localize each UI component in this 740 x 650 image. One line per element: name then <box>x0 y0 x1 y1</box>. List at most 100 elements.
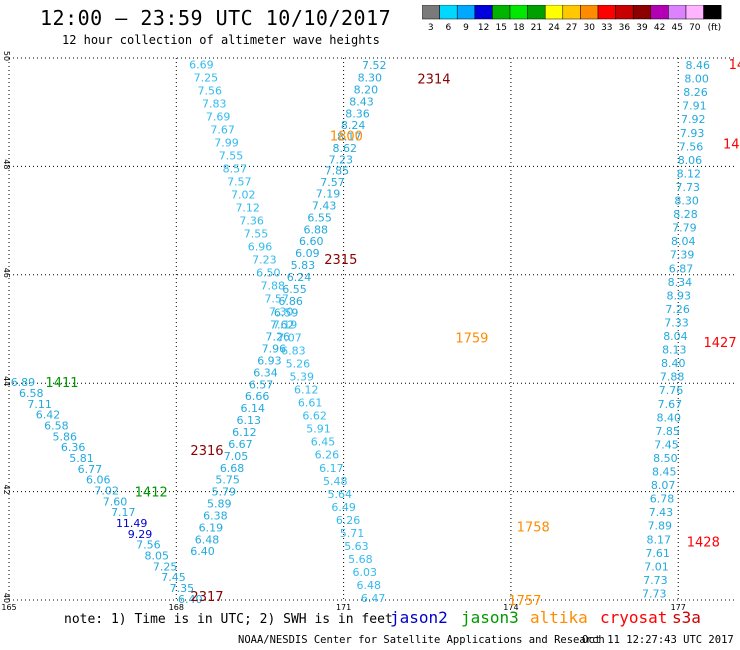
wave-height-value: 7.39 <box>670 249 695 262</box>
wave-height-value: 7.12 <box>235 202 260 215</box>
wave-height-value: 6.55 <box>307 211 332 224</box>
wave-height-value: 5.64 <box>327 488 352 501</box>
wave-height-value: 7.01 <box>644 560 669 573</box>
wave-height-value: 5.81 <box>69 452 94 465</box>
footer-note: note: 1) Time is in UTC; 2) SWH is in fe… <box>64 612 393 627</box>
wave-height-value: 7.52 <box>362 59 387 72</box>
wave-height-value: 7.17 <box>111 506 136 519</box>
wave-height-value: 5.26 <box>286 358 311 371</box>
pass-time-label: 1426 <box>723 138 740 153</box>
wave-height-value: 7.19 <box>316 188 341 201</box>
colorbar-tick-label: 24 <box>548 23 560 33</box>
wave-height-value: 7.67 <box>658 398 683 411</box>
wave-height-value: 7.26 <box>266 331 291 344</box>
legend-jason2: jason2 <box>390 608 448 627</box>
y-tick-label: 50 <box>2 51 11 61</box>
wave-height-value: 5.86 <box>53 430 78 443</box>
wave-height-value: 7.88 <box>660 371 685 384</box>
wave-height-value: 6.88 <box>303 223 328 236</box>
wave-height-value: 6.14 <box>240 402 265 415</box>
wave-height-value: 8.40 <box>661 357 686 370</box>
wave-height-value: 8.30 <box>674 195 699 208</box>
wave-height-value: 8.04 <box>663 330 688 343</box>
colorbar-tick-label: 30 <box>583 23 595 33</box>
wave-height-value: 6.96 <box>248 241 273 254</box>
pass-time-label: 1759 <box>455 332 488 347</box>
wave-height-value: 7.56 <box>198 85 223 98</box>
x-tick-label: 168 <box>169 603 184 610</box>
colorbar-tick-label: 36 <box>619 23 631 33</box>
wave-height-value: 6.48 <box>356 579 381 592</box>
wave-height-value: 6.61 <box>298 397 323 410</box>
wave-height-value: 6.67 <box>228 438 253 451</box>
wave-height-value: 6.68 <box>220 462 245 475</box>
wave-height-value: 6.17 <box>319 462 344 475</box>
wave-height-value: 6.26 <box>315 449 340 462</box>
wave-height-value: 7.69 <box>206 111 231 124</box>
wave-height-value: 7.26 <box>665 303 690 316</box>
y-tick-label: 42 <box>2 485 11 495</box>
wave-height-value: 5.48 <box>323 475 348 488</box>
wave-height-value: 7.62 <box>270 319 295 332</box>
wave-height-value: 7.02 <box>231 189 256 202</box>
colorbar-tick-label: 15 <box>495 23 506 33</box>
chart-title: 12:00 – 23:59 UTC 10/10/2017 <box>40 6 392 30</box>
wave-height-value: 9.29 <box>128 528 153 541</box>
wave-height-value: 6.89 <box>11 376 36 389</box>
wave-height-value: 8.62 <box>332 142 357 155</box>
wave-height-value: 6.60 <box>299 235 324 248</box>
wave-height-value: 7.30 <box>269 306 294 319</box>
wave-height-value: 5.68 <box>348 553 373 566</box>
wave-height-value: 6.69 <box>189 59 214 72</box>
wave-height-value: 7.96 <box>262 343 287 356</box>
y-tick-label: 48 <box>2 159 11 169</box>
wave-height-value: 7.91 <box>682 100 707 113</box>
x-tick-label: 171 <box>336 603 351 610</box>
wave-height-value: 6.24 <box>287 271 312 284</box>
wave-height-value: 6.13 <box>237 414 262 427</box>
wave-height-value: 7.55 <box>244 228 269 241</box>
wave-height-value: 7.73 <box>675 181 700 194</box>
wave-height-value: 6.93 <box>257 354 282 367</box>
pass-time-label: 1425 <box>729 58 740 73</box>
pass-time-label: 2314 <box>417 73 450 88</box>
wave-height-value: 6.86 <box>278 295 303 308</box>
wave-height-value: 8.13 <box>662 344 687 357</box>
y-tick-label: 44 <box>2 376 11 386</box>
wave-height-value: 6.45 <box>311 436 336 449</box>
x-tick-label: 165 <box>1 603 16 610</box>
wave-height-value: 7.56 <box>679 140 704 153</box>
wave-height-value: 8.34 <box>668 276 693 289</box>
colorbar-tick-label: (ft) <box>708 23 722 33</box>
legend-cryosat: cryosat <box>600 608 668 627</box>
wave-height-value: 7.99 <box>214 137 239 150</box>
wave-height-value: 7.88 <box>261 280 286 293</box>
wave-height-value: 7.67 <box>210 124 235 137</box>
wave-height-value: 5.91 <box>306 423 331 436</box>
wave-height-value: 7.19 <box>273 319 298 332</box>
wave-height-value: 6.09 <box>295 247 320 260</box>
wave-height-value: 7.83 <box>202 98 227 111</box>
wave-height-value: 5.71 <box>340 527 365 540</box>
wave-height-value: 7.89 <box>648 520 673 533</box>
wave-height-value: 6.48 <box>195 533 220 546</box>
colorbar-swatch <box>703 5 722 20</box>
wave-height-value: 8.28 <box>673 208 698 221</box>
pass-time-label: 2315 <box>324 253 357 268</box>
legend-jason3: jason3 <box>461 608 519 627</box>
wave-height-value: 7.85 <box>655 425 680 438</box>
pass-time-label: 2317 <box>190 590 223 605</box>
wave-height-value: 8.36 <box>345 107 370 120</box>
generation-timestamp: Oct 11 12:27:43 UTC 2017 <box>582 634 734 646</box>
pass-time-label: 1427 <box>704 336 737 351</box>
wave-height-value: 6.19 <box>199 521 224 534</box>
wave-height-value: 7.23 <box>252 254 277 267</box>
wave-height-value: 7.35 <box>170 582 195 595</box>
credit-line: NOAA/NESDIS Center for Satellite Applica… <box>238 634 605 646</box>
wave-height-value: 6.78 <box>650 493 675 506</box>
colorbar-tick-label: 33 <box>601 23 612 33</box>
wave-height-value: 7.43 <box>312 199 337 212</box>
wave-height-value: 8.40 <box>657 411 682 424</box>
wave-height-value: 6.12 <box>232 426 257 439</box>
